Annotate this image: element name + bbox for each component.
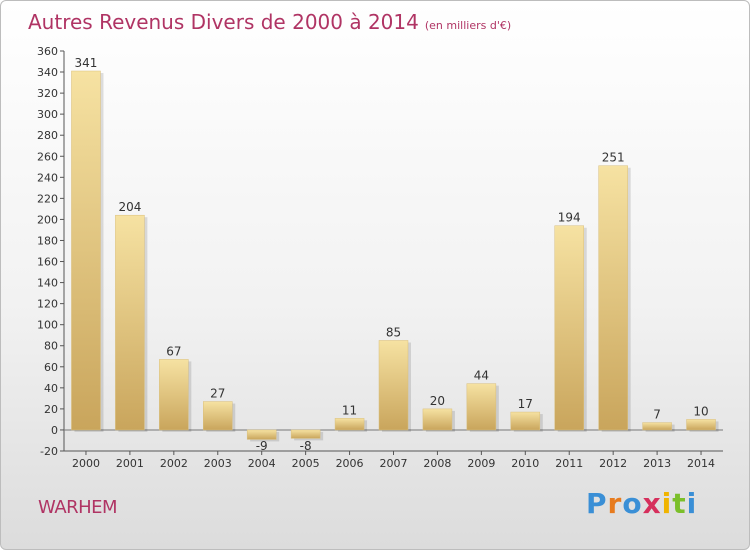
bar bbox=[159, 359, 189, 431]
x-tick-label: 2000 bbox=[72, 457, 100, 470]
y-tick-label: 340 bbox=[37, 66, 58, 79]
logo-letter: r bbox=[607, 487, 623, 520]
y-tick-label: 120 bbox=[37, 298, 58, 311]
x-tick-label: 2013 bbox=[643, 457, 671, 470]
bar-value-label: 204 bbox=[118, 200, 141, 214]
x-tick-label: 2008 bbox=[423, 457, 451, 470]
chart-subtitle: (en milliers d'€) bbox=[424, 19, 512, 32]
y-tick-label: 260 bbox=[37, 150, 58, 163]
bar-value-label: 7 bbox=[653, 408, 661, 422]
logo-letter: t bbox=[672, 487, 687, 520]
y-tick-label: 160 bbox=[37, 256, 58, 269]
y-tick-label: 80 bbox=[44, 340, 58, 353]
bar bbox=[378, 340, 409, 431]
x-tick-label: 2004 bbox=[248, 457, 276, 470]
place-name: WARHEM bbox=[38, 497, 118, 518]
chart-value-labels: 341 204 67 27 -9 -8 11 85 20 44 17 194 251 7 10 bbox=[75, 56, 709, 453]
chart-title: Autres Revenus Divers de 2000 à 2014 (en … bbox=[28, 10, 511, 34]
bar bbox=[115, 214, 145, 431]
logo-letter: o bbox=[622, 487, 643, 520]
logo-letter: i bbox=[661, 487, 673, 520]
bar bbox=[686, 419, 716, 431]
x-tick-label: 2005 bbox=[292, 457, 320, 470]
bar-value-label: 85 bbox=[386, 325, 401, 339]
logo-letter: P bbox=[586, 487, 608, 520]
y-tick-label: 0 bbox=[51, 424, 58, 437]
y-tick-label: 280 bbox=[37, 129, 58, 142]
x-tick-label: 2010 bbox=[511, 457, 539, 470]
bar-value-label: 341 bbox=[75, 56, 98, 70]
chart-axes: -200204060801001201401601802002202402602… bbox=[37, 45, 723, 470]
bar-value-label: 11 bbox=[342, 403, 357, 417]
x-tick-label: 2006 bbox=[336, 457, 364, 470]
proxiti-logo[interactable]: Proxiti bbox=[586, 487, 697, 520]
bar bbox=[598, 165, 628, 431]
bar-value-label: 20 bbox=[430, 394, 445, 408]
bar bbox=[334, 418, 365, 431]
bar-value-label: 67 bbox=[166, 344, 181, 358]
chart-title-text: Autres Revenus Divers de 2000 à 2014 bbox=[28, 10, 419, 34]
bar-value-label: -8 bbox=[300, 439, 312, 453]
bar-value-label: -9 bbox=[256, 439, 268, 453]
bar bbox=[203, 401, 233, 431]
logo-letter: x bbox=[642, 487, 662, 520]
x-tick-label: 2009 bbox=[467, 457, 495, 470]
y-tick-label: 360 bbox=[37, 45, 58, 58]
y-tick-label: 300 bbox=[37, 108, 58, 121]
x-tick-label: 2014 bbox=[687, 457, 715, 470]
x-tick-label: 2002 bbox=[160, 457, 188, 470]
y-tick-label: 20 bbox=[44, 403, 58, 416]
bar bbox=[422, 408, 453, 431]
bar-value-label: 10 bbox=[693, 404, 708, 418]
x-tick-label: 2007 bbox=[380, 457, 408, 470]
bar bbox=[71, 70, 101, 431]
bar-value-label: 251 bbox=[602, 151, 625, 165]
y-tick-label: 140 bbox=[37, 277, 58, 290]
bar bbox=[246, 429, 277, 440]
y-tick-label: 40 bbox=[44, 382, 58, 395]
y-tick-label: 100 bbox=[37, 319, 58, 332]
bar-value-label: 17 bbox=[518, 397, 533, 411]
y-tick-label: 180 bbox=[37, 234, 58, 247]
y-tick-label: 240 bbox=[37, 171, 58, 184]
y-tick-label: 200 bbox=[37, 213, 58, 226]
bar bbox=[290, 429, 321, 439]
x-tick-label: 2011 bbox=[555, 457, 583, 470]
bar bbox=[510, 411, 541, 431]
logo-letter: i bbox=[686, 487, 698, 520]
y-tick-label: 220 bbox=[37, 192, 58, 205]
y-tick-label: -20 bbox=[40, 445, 58, 458]
chart-bars bbox=[71, 70, 719, 442]
y-tick-label: 320 bbox=[37, 87, 58, 100]
x-tick-label: 2003 bbox=[204, 457, 232, 470]
bar bbox=[554, 225, 584, 431]
bar bbox=[642, 422, 672, 431]
x-tick-label: 2001 bbox=[116, 457, 144, 470]
bar-value-label: 44 bbox=[474, 369, 489, 383]
bar bbox=[466, 383, 497, 431]
x-tick-label: 2012 bbox=[599, 457, 627, 470]
bar-value-label: 194 bbox=[558, 211, 581, 225]
y-tick-label: 60 bbox=[44, 361, 58, 374]
bar-value-label: 27 bbox=[210, 387, 225, 401]
